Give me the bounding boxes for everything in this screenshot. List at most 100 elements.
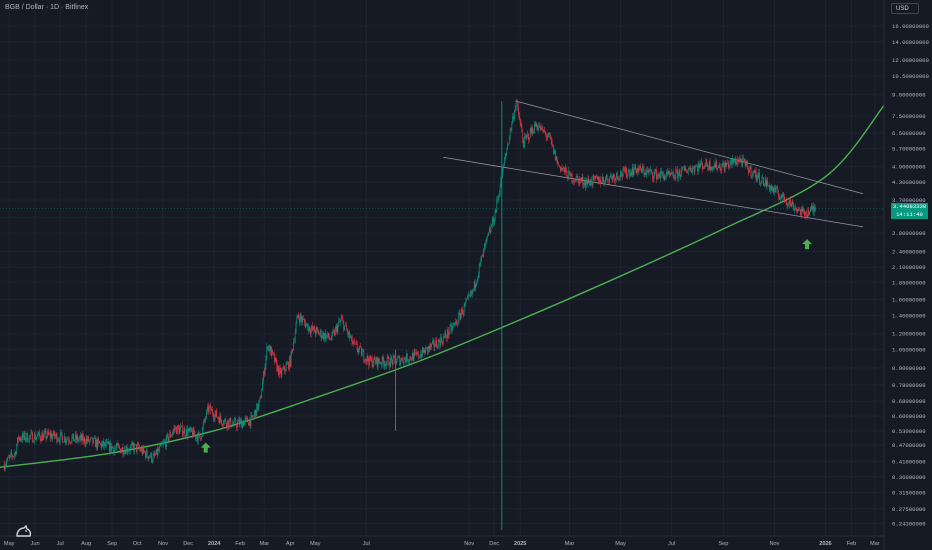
candle-body [294, 340, 295, 342]
candle-body [23, 433, 24, 438]
candle-body [617, 176, 619, 180]
candle-body [425, 347, 427, 354]
up-arrow-icon [200, 442, 211, 453]
candle-body [141, 448, 143, 454]
price-tick-label: 0.24300000 [892, 520, 926, 527]
candle-body [280, 370, 282, 376]
candle-body [156, 448, 157, 455]
candle-body [64, 436, 66, 442]
candle-body [405, 359, 406, 363]
candle-body [176, 425, 178, 434]
candle-body [632, 167, 634, 176]
candle-body [618, 179, 620, 180]
candle-body [636, 168, 638, 174]
candle-body [698, 163, 700, 168]
candle-body [566, 171, 568, 179]
candle-body [174, 428, 176, 430]
candle-body [631, 167, 633, 176]
time-tick-label: Jun [31, 541, 40, 547]
candle-body [28, 441, 29, 443]
candle-body [565, 167, 567, 172]
candle-body [293, 341, 294, 350]
candle-body [811, 206, 813, 210]
candle-body [94, 438, 96, 448]
candle-body [366, 355, 368, 361]
price-tick-label: 12.00000000 [892, 57, 930, 64]
candle-body [18, 437, 20, 440]
candle-body [355, 342, 356, 344]
candle-body [16, 445, 18, 454]
candle-body [271, 349, 273, 356]
candle-body [493, 221, 495, 225]
candle-body [211, 409, 212, 412]
candle-body [177, 425, 179, 428]
price-tick-label: 1.20000000 [892, 331, 926, 338]
candle-body [36, 436, 38, 438]
currency-selector[interactable]: USD [891, 3, 919, 14]
candle-body [77, 435, 79, 441]
candle-body [118, 445, 120, 447]
candle-body [102, 441, 104, 444]
candle-body [465, 300, 467, 305]
candle-body [749, 169, 750, 173]
candle-body [274, 357, 276, 362]
candle-body [137, 444, 139, 445]
candle-body [619, 177, 621, 180]
candle-body [59, 432, 61, 442]
time-axis[interactable]: May Jun Jul Aug Sep Oct Nov Dec 2024 Feb Mar Apr May… [0, 535, 884, 547]
candle-body [185, 435, 187, 437]
candle-body [50, 433, 52, 438]
candle-body [579, 178, 580, 185]
candle-body [106, 441, 108, 443]
candle-body [797, 209, 799, 211]
candle-body [534, 123, 536, 127]
price-tick-label: 1.40000000 [892, 312, 926, 319]
candle-body [773, 188, 774, 193]
candle-body [82, 434, 84, 442]
candle-body [503, 159, 505, 166]
candle-body [189, 428, 191, 431]
candle-body [614, 176, 616, 182]
candle-body [389, 365, 391, 367]
price-axis[interactable]: 16.00000000 14.00000000 12.00000000 10.5000… [883, 0, 932, 550]
candle-body [234, 419, 236, 421]
candle-body [159, 446, 161, 451]
candle-body [605, 174, 607, 179]
candle-body [498, 195, 499, 200]
candle-body [142, 447, 144, 454]
candle-body [417, 351, 419, 358]
candle-body [38, 432, 40, 436]
candle-body [13, 456, 14, 458]
candle-body [108, 441, 110, 445]
candle-body [69, 441, 70, 443]
candle-body [297, 315, 299, 317]
candle-body [62, 436, 64, 443]
candle-body [283, 366, 284, 370]
candle-body [161, 443, 162, 445]
candle-body [522, 132, 524, 141]
candle-body [612, 175, 614, 180]
candle-body [296, 316, 298, 324]
time-tick-label: Sep [718, 541, 728, 547]
candle-body [424, 349, 426, 354]
chart-grid [0, 0, 884, 536]
candle-body [638, 168, 640, 172]
candle-body [66, 438, 68, 441]
candle-body [146, 449, 148, 457]
candle-body [616, 172, 617, 179]
candle-body [793, 203, 795, 211]
candle-body [123, 453, 125, 455]
candle-body [233, 419, 235, 424]
candle-body [667, 171, 668, 174]
candle-body [388, 357, 390, 366]
price-tick-label: 3.70000000 [892, 197, 926, 204]
candle-body [201, 436, 202, 440]
candle-body [109, 441, 110, 452]
candle-body [625, 167, 626, 173]
candle-body [538, 126, 539, 130]
candle-body [18, 437, 19, 440]
candle-body [249, 419, 251, 426]
candle-body [7, 457, 8, 462]
tradingview-logo-icon[interactable] [14, 524, 36, 538]
